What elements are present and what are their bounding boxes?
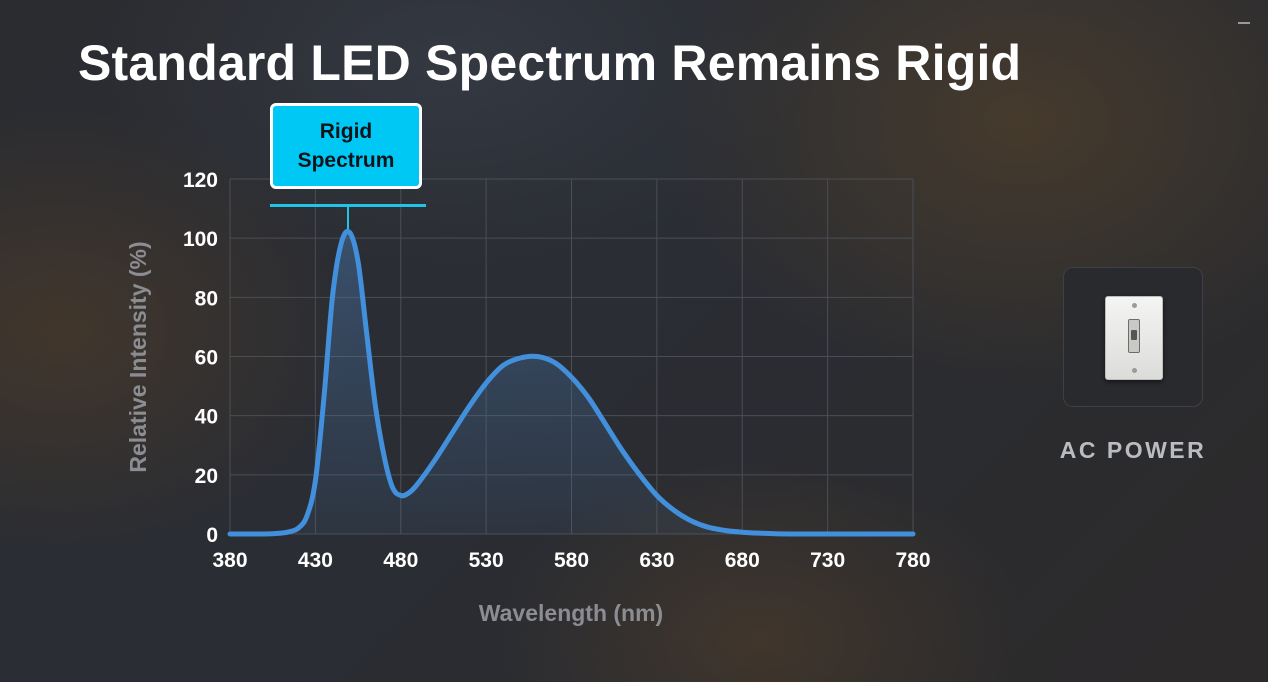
y-axis-ticks: 0 20 40 60 80 100 120 xyxy=(183,169,218,547)
callout-pointer xyxy=(347,207,349,229)
x-tick-label: 430 xyxy=(298,549,333,572)
wall-light-switch-icon xyxy=(1105,296,1163,380)
ac-power-label: AC POWER xyxy=(1059,437,1207,463)
x-tick-label: 780 xyxy=(895,549,930,572)
y-tick-label: 0 xyxy=(206,524,218,547)
x-axis-ticks: 380 430 480 530 580 630 680 730 780 xyxy=(212,549,930,572)
y-tick-label: 100 xyxy=(183,228,218,251)
spectrum-line xyxy=(227,228,916,537)
x-tick-label: 580 xyxy=(554,549,589,572)
x-tick-label: 680 xyxy=(725,549,760,572)
x-axis-label: Wavelength (nm) xyxy=(479,600,663,626)
x-tick-label: 630 xyxy=(639,549,674,572)
page-title: Standard LED Spectrum Remains Rigid xyxy=(78,35,1022,91)
spectrum-area xyxy=(230,231,913,535)
minimize-icon[interactable] xyxy=(1238,22,1250,24)
x-tick-label: 480 xyxy=(383,549,418,572)
y-tick-label: 80 xyxy=(195,287,218,310)
rigid-spectrum-callout: Rigid Spectrum xyxy=(270,103,422,189)
x-tick-label: 380 xyxy=(212,549,247,572)
callout-line-2: Spectrum xyxy=(297,149,395,172)
x-tick-label: 730 xyxy=(810,549,845,572)
y-tick-label: 120 xyxy=(183,169,218,192)
y-tick-label: 40 xyxy=(195,406,218,429)
ac-power-card xyxy=(1063,267,1203,407)
callout-underline xyxy=(270,204,426,207)
callout-line-1: Rigid xyxy=(319,120,373,143)
x-tick-label: 530 xyxy=(469,549,504,572)
y-axis-label: Relative Intensity (%) xyxy=(125,241,151,472)
y-tick-label: 20 xyxy=(195,465,218,488)
y-tick-label: 60 xyxy=(195,347,218,370)
